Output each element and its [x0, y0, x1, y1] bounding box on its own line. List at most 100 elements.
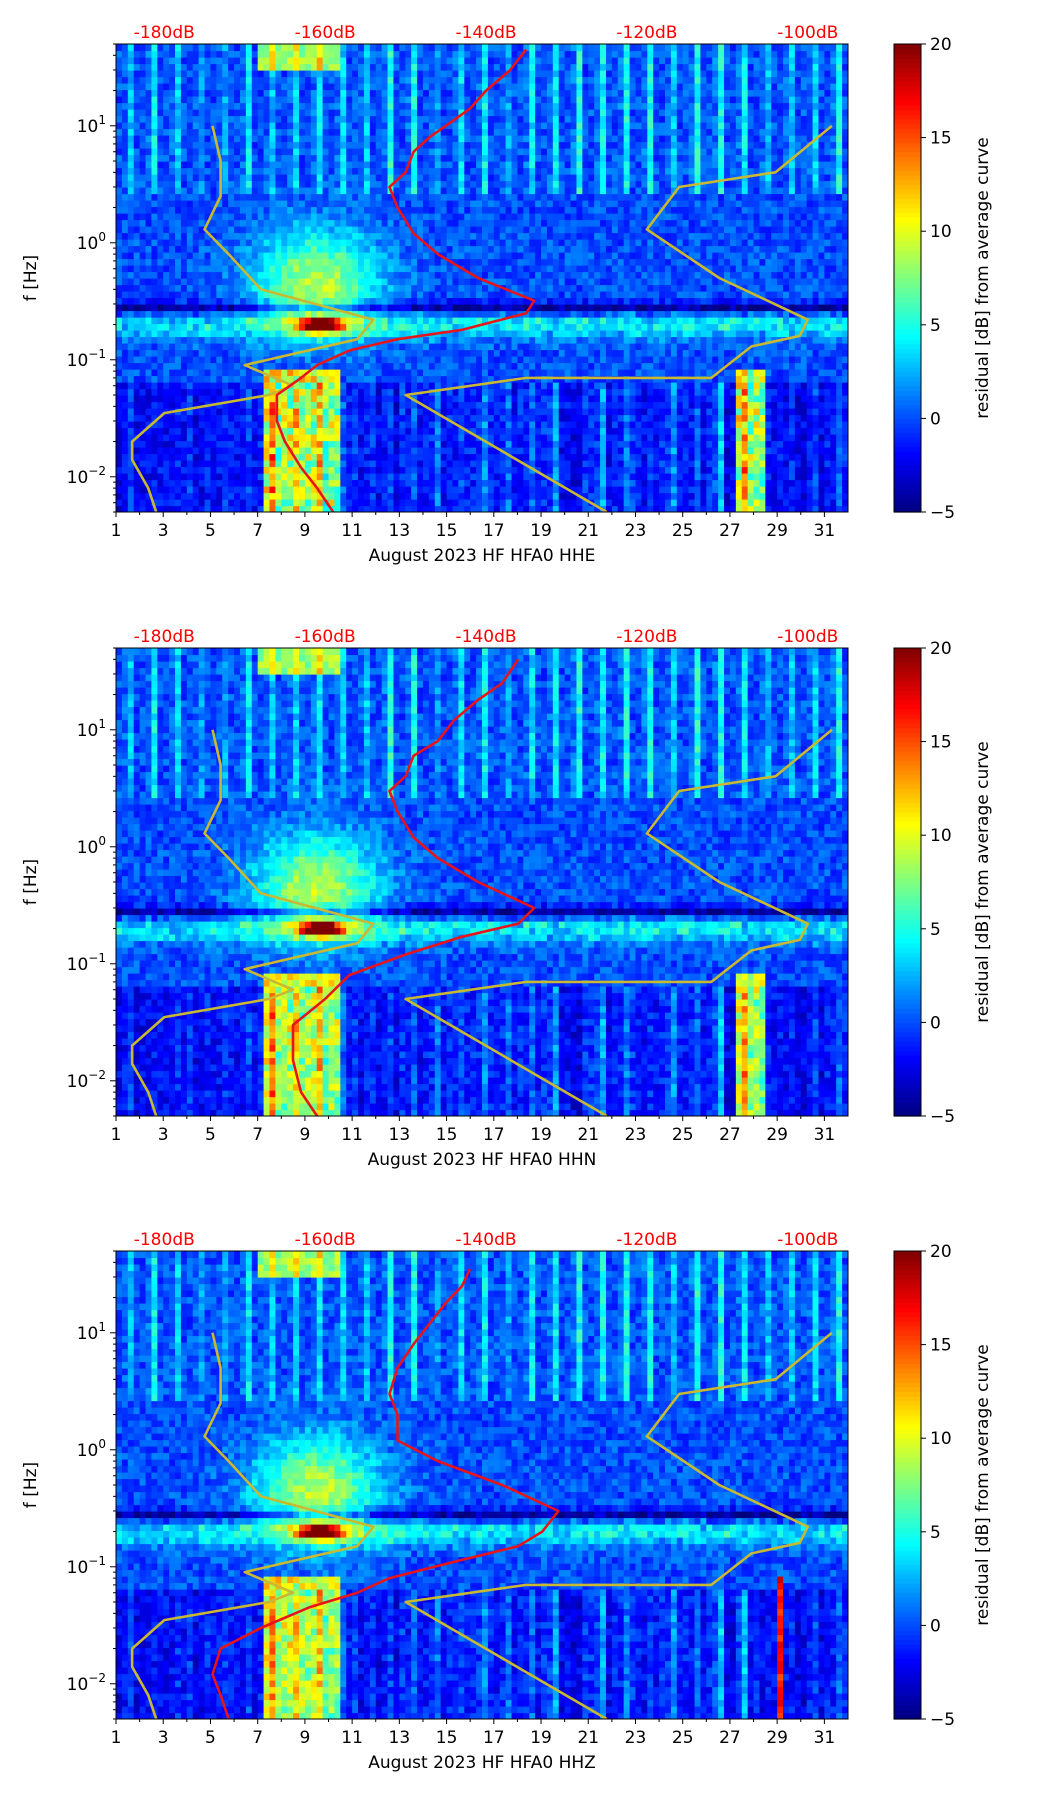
x-tick-label: 21 — [577, 1125, 599, 1145]
colorbar-tick-label: 0 — [930, 409, 941, 429]
colorbar-tick-label: 10 — [930, 826, 952, 846]
y-tick-label: 100 — [77, 1437, 106, 1461]
y-tick-label: 10−1 — [67, 951, 106, 975]
y-tick-label: 10−2 — [67, 1671, 106, 1695]
db-axis-label: -160dB — [295, 1230, 356, 1250]
heatmap — [116, 648, 848, 1116]
x-tick-label: 1 — [111, 1125, 122, 1145]
colorbar-tick-label: 10 — [930, 222, 952, 242]
colorbar-tick-label: 5 — [930, 1523, 941, 1543]
colorbar-tick-label: 20 — [930, 35, 952, 55]
x-tick-label: 25 — [672, 1125, 694, 1145]
x-tick-label: 31 — [814, 1728, 836, 1748]
x-tick-label: 5 — [205, 1125, 216, 1145]
db-axis-label: -160dB — [295, 627, 356, 647]
heatmap — [116, 1251, 848, 1719]
x-tick-label: 3 — [158, 521, 169, 541]
x-tick-label: 23 — [625, 1125, 647, 1145]
x-tick-label: 13 — [389, 521, 411, 541]
x-tick-label: 29 — [766, 521, 788, 541]
x-tick-label: 31 — [814, 521, 836, 541]
colorbar-tick-label: 15 — [930, 129, 952, 149]
colorbar-label: residual [dB] from average curve — [973, 741, 993, 1022]
db-axis-label: -120dB — [616, 1230, 677, 1250]
nhnm-curve — [404, 1331, 833, 1719]
colorbar-tick-label: 20 — [930, 1242, 952, 1262]
db-axis-label: -140dB — [455, 627, 516, 647]
colorbar: −5 0 5 10 15 20 residual [dB] from average cur… — [893, 1242, 993, 1730]
y-axis-label: f [Hz] — [21, 1462, 41, 1508]
nlnm-curve — [130, 729, 375, 1116]
db-axis-label: -180dB — [134, 627, 195, 647]
x-tick-label: 3 — [158, 1728, 169, 1748]
x-tick-label: 15 — [436, 1125, 458, 1145]
colorbar-tick-label: −5 — [930, 503, 955, 523]
x-tick-label: 15 — [436, 1728, 458, 1748]
colorbar-tick-label: 5 — [930, 316, 941, 336]
x-tick-label: 7 — [252, 521, 263, 541]
y-tick-label: 10−2 — [67, 1068, 106, 1092]
x-axis-label: August 2023 HF HFA0 HHZ — [368, 1753, 596, 1773]
y-axis-label: f [Hz] — [21, 255, 41, 301]
x-tick-label: 31 — [814, 1125, 836, 1145]
x-tick-label: 23 — [625, 521, 647, 541]
x-tick-label: 19 — [530, 1728, 552, 1748]
colorbar-tick-label: 20 — [930, 639, 952, 659]
x-tick-label: 25 — [672, 1728, 694, 1748]
colorbar-tick-label: 0 — [930, 1013, 941, 1033]
x-axis-label: August 2023 HF HFA0 HHE — [369, 546, 596, 566]
x-tick-label: 7 — [252, 1728, 263, 1748]
y-tick-label: 101 — [77, 717, 106, 741]
psd-curve — [211, 1268, 560, 1719]
colorbar-label: residual [dB] from average curve — [973, 137, 993, 418]
y-tick-label: 10−1 — [67, 347, 106, 371]
psd-curve — [275, 48, 536, 512]
db-axis-label: -100dB — [777, 23, 838, 43]
colorbar-tick-label: −5 — [930, 1710, 955, 1730]
y-tick-label: 10−1 — [67, 1554, 106, 1578]
colorbar-tick-label: 15 — [930, 1336, 952, 1356]
x-tick-label: 5 — [205, 1728, 216, 1748]
x-tick-label: 9 — [299, 1728, 310, 1748]
x-tick-label: 27 — [719, 521, 741, 541]
db-axis-label: -180dB — [134, 1230, 195, 1250]
db-axis-label: -100dB — [777, 627, 838, 647]
db-axis-label: -140dB — [455, 1230, 516, 1250]
x-tick-label: 9 — [299, 521, 310, 541]
db-axis-label: -100dB — [777, 1230, 838, 1250]
colorbar-tick-label: 5 — [930, 920, 941, 940]
x-tick-label: 15 — [436, 521, 458, 541]
x-tick-label: 19 — [530, 1125, 552, 1145]
psd-curve — [291, 658, 536, 1116]
x-tick-label: 19 — [530, 521, 552, 541]
x-tick-label: 21 — [577, 521, 599, 541]
nlnm-curve — [130, 1332, 375, 1719]
x-tick-label: 13 — [389, 1728, 411, 1748]
y-axis-label: f [Hz] — [21, 859, 41, 905]
colorbar: −5 0 5 10 15 20 residual [dB] from average cur… — [893, 639, 993, 1127]
x-tick-label: 27 — [719, 1728, 741, 1748]
x-tick-label: 17 — [483, 1728, 505, 1748]
x-tick-label: 7 — [252, 1125, 263, 1145]
y-tick-label: 101 — [77, 113, 106, 137]
colorbar-tick-label: 15 — [930, 733, 952, 753]
colorbar: −5 0 5 10 15 20 residual [dB] from average cur… — [893, 35, 993, 523]
db-axis-label: -140dB — [455, 23, 516, 43]
x-tick-label: 17 — [483, 1125, 505, 1145]
x-tick-label: 17 — [483, 521, 505, 541]
colorbar-tick-label: −5 — [930, 1107, 955, 1127]
colorbar-tick-label: 0 — [930, 1616, 941, 1636]
x-tick-label: 11 — [341, 1125, 363, 1145]
x-tick-label: 29 — [766, 1125, 788, 1145]
x-tick-label: 23 — [625, 1728, 647, 1748]
x-tick-label: 29 — [766, 1728, 788, 1748]
x-tick-label: 1 — [111, 521, 122, 541]
y-tick-label: 101 — [77, 1320, 106, 1344]
x-tick-label: 21 — [577, 1728, 599, 1748]
nhnm-curve — [404, 124, 833, 512]
y-tick-label: 100 — [77, 230, 106, 254]
